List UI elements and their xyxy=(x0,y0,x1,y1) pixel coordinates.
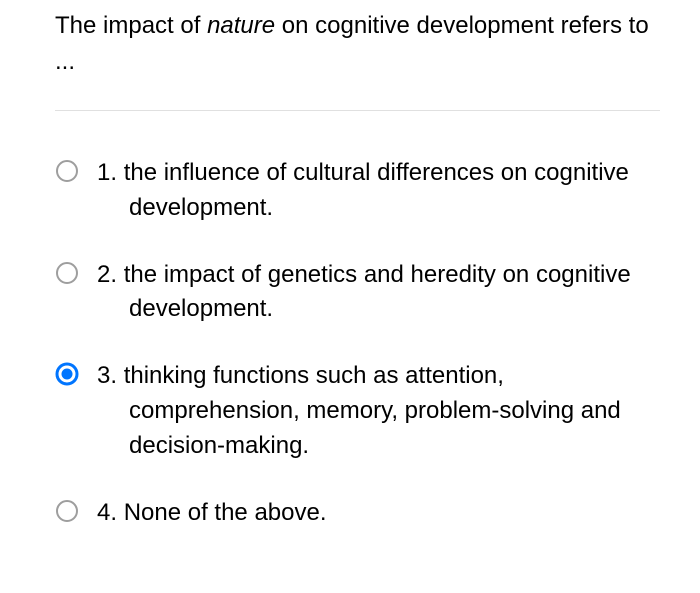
option-number: 3. xyxy=(97,362,117,389)
option-label: thinking functions such as attention, co… xyxy=(124,362,621,459)
option-text: 3. thinking functions such as attention,… xyxy=(97,359,660,463)
option-number: 1. xyxy=(97,159,117,186)
stem-pre: The impact of xyxy=(55,12,207,39)
radio-icon[interactable] xyxy=(55,261,79,285)
option-2[interactable]: 2. the impact of genetics and heredity o… xyxy=(55,258,660,328)
option-number: 4. xyxy=(97,499,117,526)
stem-italic: nature xyxy=(207,12,275,39)
option-number: 2. xyxy=(97,261,117,288)
option-4[interactable]: 4. None of the above. xyxy=(55,496,660,531)
option-label: the impact of genetics and heredity on c… xyxy=(124,261,631,323)
options-list: 1. the influence of cultural differences… xyxy=(55,156,660,530)
option-3[interactable]: 3. thinking functions such as attention,… xyxy=(55,359,660,463)
option-text: 4. None of the above. xyxy=(97,496,327,531)
radio-icon[interactable] xyxy=(55,499,79,523)
question-divider xyxy=(55,110,660,111)
option-label: None of the above. xyxy=(124,499,327,526)
radio-icon[interactable] xyxy=(55,159,79,183)
radio-icon-selected[interactable] xyxy=(55,362,79,386)
option-text: 2. the impact of genetics and heredity o… xyxy=(97,258,660,328)
question-stem: The impact of nature on cognitive develo… xyxy=(55,8,660,80)
option-1[interactable]: 1. the influence of cultural differences… xyxy=(55,156,660,226)
option-label: the influence of cultural differences on… xyxy=(124,159,629,221)
option-text: 1. the influence of cultural differences… xyxy=(97,156,660,226)
